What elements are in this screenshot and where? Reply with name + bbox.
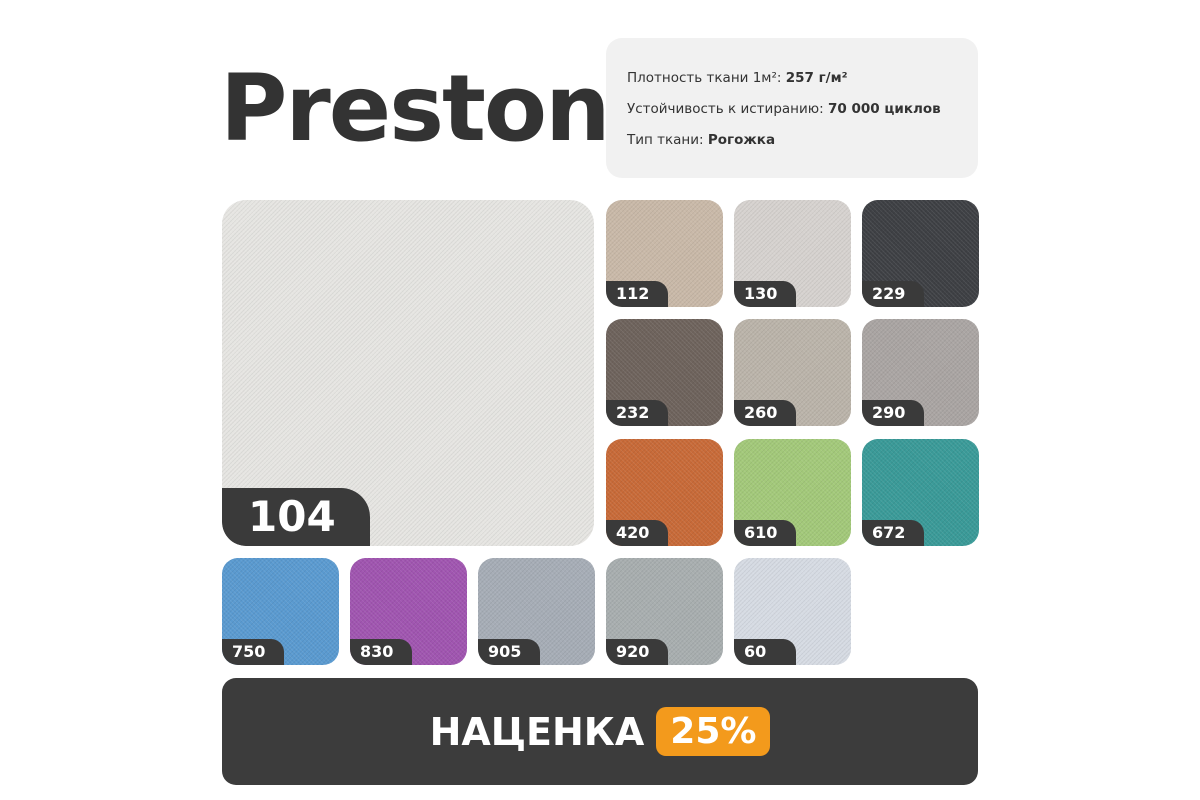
swatch-code: 610 (734, 520, 796, 546)
main-swatch[interactable]: 104 (222, 200, 594, 546)
swatch-code: 420 (606, 520, 668, 546)
swatch-750[interactable]: 750 (222, 558, 339, 665)
swatch-130[interactable]: 130 (734, 200, 851, 307)
swatch-229[interactable]: 229 (862, 200, 979, 307)
swatch-610[interactable]: 610 (734, 439, 851, 546)
spec-abrasion: Устойчивость к истиранию: 70 000 циклов (627, 101, 941, 117)
swatch-232[interactable]: 232 (606, 319, 723, 426)
swatch-code: 60 (734, 639, 796, 665)
swatch-260[interactable]: 260 (734, 319, 851, 426)
specs-panel: Плотность ткани 1м²: 257 г/м² Устойчивос… (606, 38, 978, 178)
swatch-112[interactable]: 112 (606, 200, 723, 307)
swatch-code: 920 (606, 639, 668, 665)
swatch-830[interactable]: 830 (350, 558, 467, 665)
swatch-code: 290 (862, 400, 924, 426)
swatch-290[interactable]: 290 (862, 319, 979, 426)
swatch-672[interactable]: 672 (862, 439, 979, 546)
swatch-code: 232 (606, 400, 668, 426)
swatch-code: 672 (862, 520, 924, 546)
markup-badge: 25% (656, 707, 771, 756)
swatch-code: 229 (862, 281, 924, 307)
swatch-code: 130 (734, 281, 796, 307)
swatch-905[interactable]: 905 (478, 558, 595, 665)
swatch-code: 830 (350, 639, 412, 665)
swatch-code: 260 (734, 400, 796, 426)
swatch-60[interactable]: 60 (734, 558, 851, 665)
spec-density: Плотность ткани 1м²: 257 г/м² (627, 70, 848, 86)
product-title: Preston (220, 55, 611, 162)
spec-type: Тип ткани: Рогожка (627, 132, 776, 148)
markup-banner: НАЦЕНКА 25% (222, 678, 978, 785)
swatch-code: 750 (222, 639, 284, 665)
swatch-420[interactable]: 420 (606, 439, 723, 546)
swatch-code: 104 (222, 488, 370, 546)
swatch-code: 112 (606, 281, 668, 307)
markup-label: НАЦЕНКА (429, 709, 645, 754)
swatch-code: 905 (478, 639, 540, 665)
swatch-920[interactable]: 920 (606, 558, 723, 665)
